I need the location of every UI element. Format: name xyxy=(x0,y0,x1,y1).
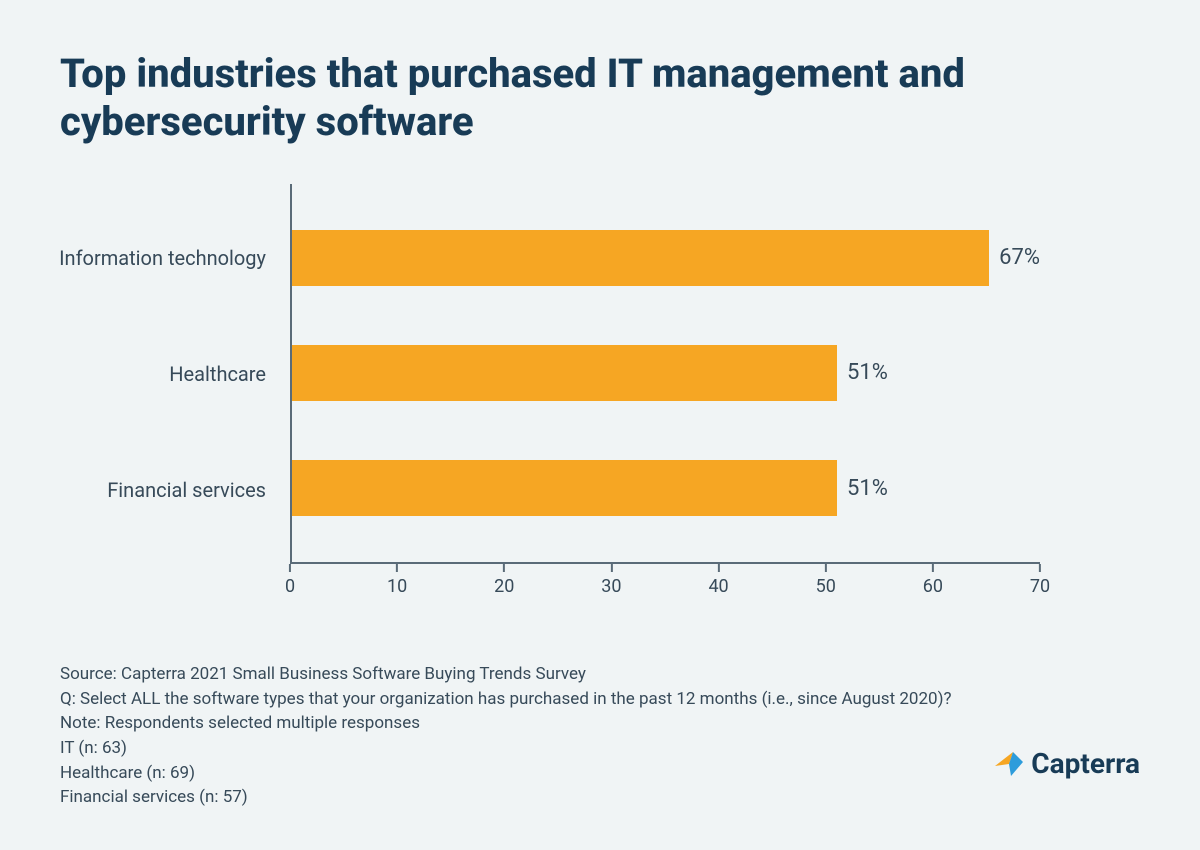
bar xyxy=(292,345,837,401)
note-line: Note: Respondents selected multiple resp… xyxy=(60,711,1140,736)
bar xyxy=(292,230,989,286)
note-line: Source: Capterra 2021 Small Business Sof… xyxy=(60,662,1140,687)
x-tick: 40 xyxy=(708,564,728,597)
x-axis: 0 10 20 30 40 50 60 70 xyxy=(290,564,1040,604)
x-tick: 70 xyxy=(1030,564,1050,597)
category-label: Information technology xyxy=(50,230,280,286)
x-tick: 50 xyxy=(816,564,836,597)
note-line: Q: Select ALL the software types that yo… xyxy=(60,687,1140,712)
bar-value-label: 51% xyxy=(847,360,888,385)
capterra-logo: Capterra xyxy=(993,747,1140,780)
bar-row: 67% xyxy=(292,230,1040,286)
y-axis-labels: Information technology Healthcare Financ… xyxy=(50,184,280,564)
x-tick: 20 xyxy=(494,564,514,597)
capterra-arrow-icon xyxy=(993,748,1025,780)
bar-row: 51% xyxy=(292,460,1040,516)
note-line: Financial services (n: 57) xyxy=(60,785,1140,810)
chart-area: Information technology Healthcare Financ… xyxy=(290,184,1040,604)
bar-value-label: 67% xyxy=(999,245,1040,270)
bars-container: 67% 51% 51% xyxy=(292,184,1040,562)
source-notes: Source: Capterra 2021 Small Business Sof… xyxy=(60,662,1140,810)
x-tick: 0 xyxy=(285,564,295,597)
note-line: IT (n: 63) xyxy=(60,736,1140,761)
note-line: Healthcare (n: 69) xyxy=(60,761,1140,786)
x-tick: 30 xyxy=(601,564,621,597)
bar xyxy=(292,460,837,516)
footer: Source: Capterra 2021 Small Business Sof… xyxy=(60,662,1140,810)
chart-title: Top industries that purchased IT managem… xyxy=(60,50,1140,146)
bar-value-label: 51% xyxy=(847,476,888,501)
category-label: Healthcare xyxy=(50,346,280,402)
bar-row: 51% xyxy=(292,345,1040,401)
x-tick: 60 xyxy=(923,564,943,597)
plot-area: 67% 51% 51% xyxy=(290,184,1040,564)
capterra-logo-text: Capterra xyxy=(1031,747,1140,780)
category-label: Financial services xyxy=(50,462,280,518)
x-tick: 10 xyxy=(387,564,407,597)
